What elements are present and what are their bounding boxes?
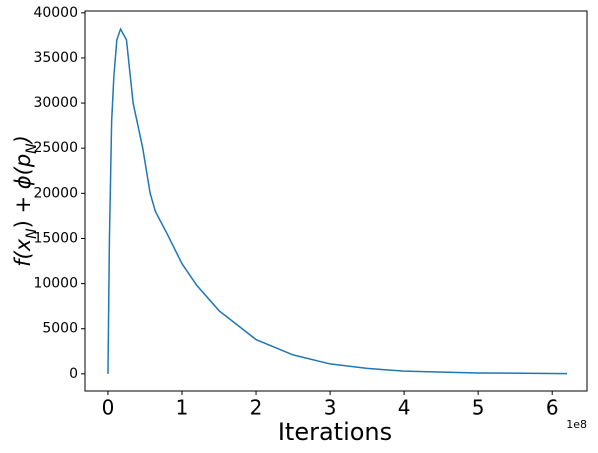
x-tick-label: 1 xyxy=(176,396,189,420)
x-tick-label: 3 xyxy=(324,396,337,420)
y-tick-label: 15000 xyxy=(33,230,78,246)
axes-frame xyxy=(84,10,588,392)
x-tick-label: 0 xyxy=(102,396,115,420)
x-offset-label: 1e8 xyxy=(566,418,587,431)
x-tick-label: 4 xyxy=(398,396,411,420)
label-part: f(x xyxy=(11,238,35,267)
label-part: (p xyxy=(11,154,35,176)
x-axis-label: Iterations xyxy=(278,418,392,446)
y-tick-label: 30000 xyxy=(33,95,78,111)
x-tick-label: 2 xyxy=(250,396,263,420)
subscript: N xyxy=(24,143,40,154)
label-part: ) + xyxy=(11,189,35,228)
subscript: N xyxy=(24,228,40,239)
x-tick-label: 5 xyxy=(472,396,485,420)
y-tick-label: 5000 xyxy=(42,321,78,337)
y-tick-label: 10000 xyxy=(33,276,78,292)
x-tick-label: 6 xyxy=(546,396,559,420)
y-axis-label: f(xN) + ϕ(pN) xyxy=(11,135,40,267)
data-line xyxy=(107,27,568,375)
y-tick-label: 20000 xyxy=(33,185,78,201)
y-tick-label: 0 xyxy=(69,366,78,382)
y-tick-label: 35000 xyxy=(33,50,78,66)
label-part: ϕ xyxy=(11,175,35,189)
y-tick-label: 40000 xyxy=(33,5,78,21)
label-part: ) xyxy=(11,135,35,145)
y-tick-label: 25000 xyxy=(33,140,78,156)
